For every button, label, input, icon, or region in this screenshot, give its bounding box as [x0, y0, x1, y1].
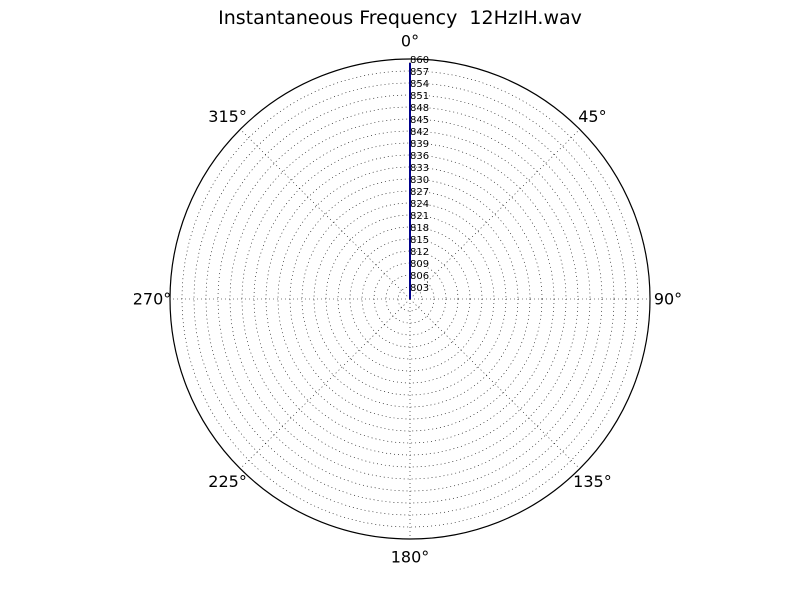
radial-tick-label: 854	[410, 79, 429, 90]
angle-tick-label: 135°	[573, 472, 612, 491]
radial-tick-label: 845	[410, 115, 429, 126]
angle-tick-label: 90°	[654, 290, 682, 309]
radial-tick-label: 821	[410, 211, 429, 222]
angle-tick-label: 225°	[208, 472, 247, 491]
radial-tick-label: 842	[410, 127, 429, 138]
radial-tick-label: 806	[410, 271, 429, 282]
radial-tick-label: 839	[410, 139, 429, 150]
frame-layer	[169, 58, 651, 540]
radial-tick-label: 848	[410, 103, 429, 114]
angular-gridline	[409, 129, 580, 300]
angle-tick-label: 45°	[578, 107, 606, 126]
radial-tick-label: 815	[410, 235, 429, 246]
radial-tick-label: 824	[410, 199, 429, 210]
radial-tick-label: 836	[410, 151, 429, 162]
angle-tick-label: 0°	[401, 32, 419, 51]
label-layer: 0° 45° 90° 135° 180° 225° 270° 315° 803806809812…	[133, 32, 682, 567]
radial-tick-label: 818	[410, 223, 429, 234]
angle-tick-label: 270°	[133, 290, 172, 309]
angular-gridline	[409, 298, 580, 469]
angular-gridline	[240, 298, 411, 469]
angular-gridline	[240, 129, 411, 300]
angle-tick-label: 180°	[391, 548, 430, 567]
radial-tick-label: 851	[410, 91, 429, 102]
chart-title: Instantaneous Frequency 12HzIH.wav	[218, 7, 582, 29]
angle-tick-label: 315°	[208, 107, 247, 126]
radial-tick-label: 860	[410, 55, 429, 66]
radial-tick-label: 812	[410, 247, 429, 258]
radial-tick-label: 803	[410, 283, 429, 294]
radial-tick-label: 833	[410, 163, 429, 174]
radial-tick-label: 830	[410, 175, 429, 186]
radial-tick-label: 827	[410, 187, 429, 198]
polar-frame	[169, 58, 651, 540]
radial-tick-label: 809	[410, 259, 429, 270]
radial-tick-label: 857	[410, 67, 429, 78]
